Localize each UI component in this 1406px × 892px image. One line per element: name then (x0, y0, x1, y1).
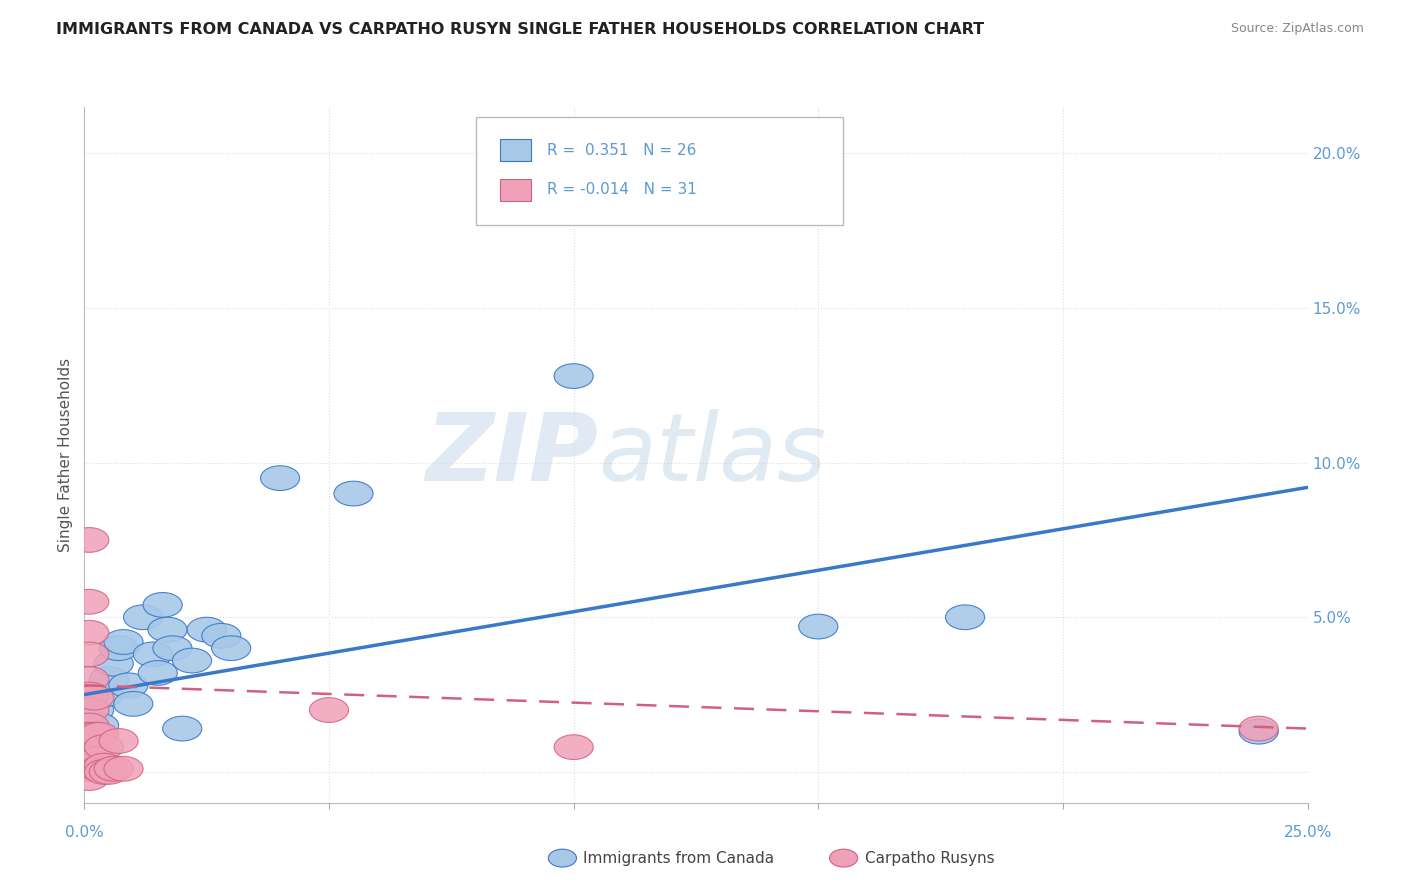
Circle shape (148, 617, 187, 642)
Circle shape (124, 605, 163, 630)
Circle shape (75, 698, 114, 723)
Circle shape (309, 698, 349, 723)
Text: Immigrants from Canada: Immigrants from Canada (583, 851, 775, 865)
Circle shape (260, 466, 299, 491)
Circle shape (70, 527, 108, 552)
Circle shape (143, 592, 183, 617)
Circle shape (98, 729, 138, 754)
Circle shape (70, 756, 108, 781)
Circle shape (94, 651, 134, 676)
Circle shape (70, 765, 108, 790)
Text: Carpatho Rusyns: Carpatho Rusyns (865, 851, 994, 865)
Circle shape (554, 735, 593, 759)
Circle shape (75, 754, 114, 778)
Circle shape (70, 744, 108, 769)
Circle shape (70, 698, 108, 723)
Circle shape (163, 716, 202, 741)
Circle shape (134, 642, 173, 666)
Circle shape (80, 747, 118, 772)
Text: 25.0%: 25.0% (1284, 825, 1331, 840)
Circle shape (202, 624, 240, 648)
FancyBboxPatch shape (501, 139, 531, 161)
Circle shape (70, 590, 108, 615)
Circle shape (84, 759, 124, 784)
Text: IMMIGRANTS FROM CANADA VS CARPATHO RUSYN SINGLE FATHER HOUSEHOLDS CORRELATION CH: IMMIGRANTS FROM CANADA VS CARPATHO RUSYN… (56, 22, 984, 37)
Circle shape (84, 735, 124, 759)
Text: 0.0%: 0.0% (65, 825, 104, 840)
Circle shape (70, 620, 108, 645)
Circle shape (70, 666, 108, 691)
Text: R = -0.014   N = 31: R = -0.014 N = 31 (547, 182, 696, 197)
Circle shape (89, 759, 128, 784)
FancyBboxPatch shape (475, 118, 842, 226)
Circle shape (75, 741, 114, 765)
Circle shape (211, 636, 250, 661)
Circle shape (98, 636, 138, 661)
Circle shape (70, 735, 108, 759)
Text: atlas: atlas (598, 409, 827, 500)
Circle shape (333, 481, 373, 506)
Circle shape (70, 723, 108, 747)
Circle shape (187, 617, 226, 642)
Circle shape (1239, 716, 1278, 741)
Circle shape (104, 630, 143, 655)
Circle shape (70, 713, 108, 738)
Circle shape (173, 648, 211, 673)
Circle shape (799, 615, 838, 639)
Text: Source: ZipAtlas.com: Source: ZipAtlas.com (1230, 22, 1364, 36)
Circle shape (108, 673, 148, 698)
Circle shape (554, 364, 593, 388)
Text: R =  0.351   N = 26: R = 0.351 N = 26 (547, 143, 696, 158)
Circle shape (75, 685, 114, 710)
Text: ZIP: ZIP (425, 409, 598, 501)
Circle shape (84, 682, 124, 707)
Circle shape (70, 682, 108, 707)
Circle shape (80, 713, 118, 738)
Circle shape (84, 754, 124, 778)
Circle shape (138, 661, 177, 685)
Circle shape (80, 756, 118, 781)
Circle shape (80, 723, 118, 747)
Circle shape (94, 756, 134, 781)
Circle shape (153, 636, 193, 661)
Circle shape (70, 642, 108, 666)
Circle shape (114, 691, 153, 716)
Circle shape (1239, 719, 1278, 744)
Circle shape (70, 750, 108, 775)
Y-axis label: Single Father Households: Single Father Households (58, 358, 73, 552)
Circle shape (104, 756, 143, 781)
Circle shape (89, 666, 128, 691)
Circle shape (945, 605, 984, 630)
Circle shape (75, 723, 114, 747)
FancyBboxPatch shape (501, 178, 531, 201)
